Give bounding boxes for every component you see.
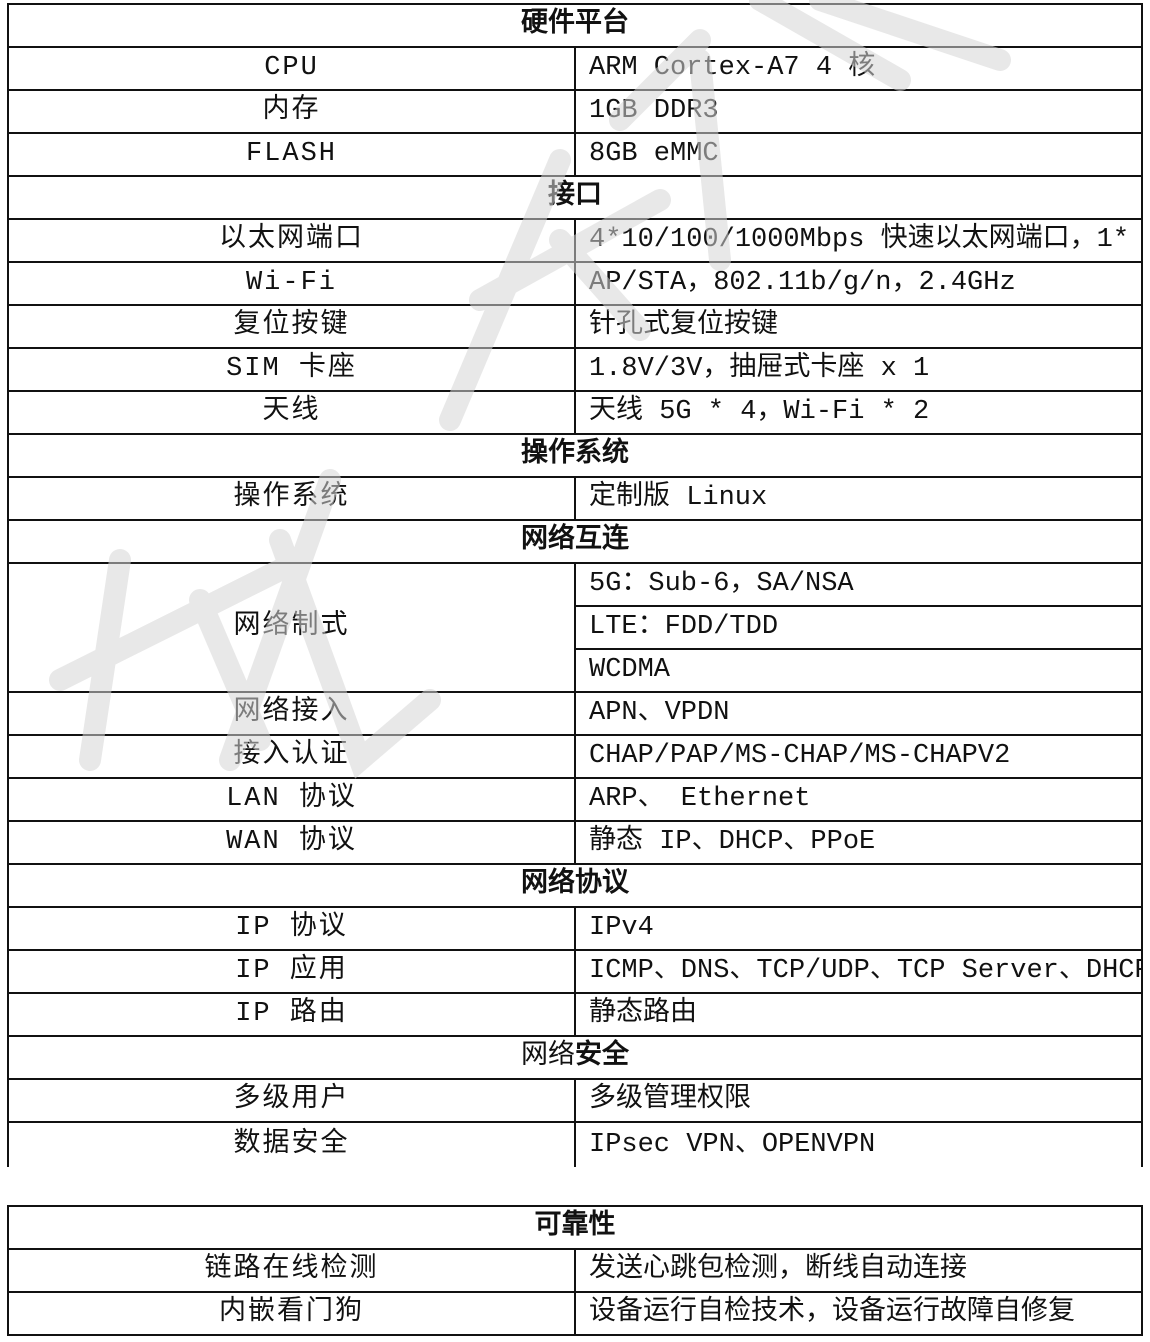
spec-value: 5G：Sub-6，SA/NSA: [574, 562, 1143, 607]
section-header-row: 可靠性: [7, 1205, 1143, 1250]
section-header-row: 网络安全: [7, 1035, 1143, 1080]
table-row: IP 路由 静态路由: [7, 992, 1143, 1037]
spec-value: APN、VPDN: [574, 691, 1143, 736]
spec-value: 8GB eMMC: [574, 132, 1143, 177]
spec-key: 内嵌看门狗: [7, 1291, 576, 1336]
section-title: 网络互连: [7, 519, 1143, 564]
spec-key: 以太网端口: [7, 218, 576, 263]
section-title-bold: 安全: [575, 1042, 629, 1072]
spec-value: 1GB DDR3: [574, 89, 1143, 134]
section-header-row: 硬件平台: [7, 3, 1143, 48]
spec-value: IPsec VPN、OPENVPN: [574, 1121, 1143, 1167]
spec-value: ARM Cortex-A7 4 核: [574, 46, 1143, 91]
table-row: 内存 1GB DDR3: [7, 89, 1143, 134]
spec-value: ARP、 Ethernet: [574, 777, 1143, 822]
spec-key: CPU: [7, 46, 576, 91]
table-row: 网络制式 5G：Sub-6，SA/NSA: [7, 562, 1143, 693]
spec-key: 数据安全: [7, 1121, 576, 1167]
table-row: FLASH 8GB eMMC: [7, 132, 1143, 177]
spec-key: 复位按键: [7, 304, 576, 349]
table-row: SIM 卡座 1.8V/3V，抽屉式卡座 x 1: [7, 347, 1143, 392]
table-row: Wi-Fi AP/STA，802.11b/g/n，2.4GHz: [7, 261, 1143, 306]
spec-key: WAN 协议: [7, 820, 576, 865]
section-title-plain: 网络: [521, 1042, 575, 1072]
spec-key: Wi-Fi: [7, 261, 576, 306]
section-header-row: 网络协议: [7, 863, 1143, 908]
section-title: 可靠性: [7, 1205, 1143, 1250]
section-header-row: 操作系统: [7, 433, 1143, 478]
table-row: 内嵌看门狗 设备运行自检技术，设备运行故障自修复: [7, 1291, 1143, 1336]
spec-key: 接入认证: [7, 734, 576, 779]
spec-value: CHAP/PAP/MS-CHAP/MS-CHAPV2: [574, 734, 1143, 779]
table-row: 天线 天线 5G * 4，Wi-Fi * 2: [7, 390, 1143, 435]
table-row: 操作系统 定制版 Linux: [7, 476, 1143, 521]
spec-value: ICMP、DNS、TCP/UDP、TCP Server、DHCP: [574, 949, 1143, 994]
spec-key: 网络接入: [7, 691, 576, 736]
table-row: WAN 协议 静态 IP、DHCP、PPoE: [7, 820, 1143, 865]
spec-value: 天线 5G * 4，Wi-Fi * 2: [574, 390, 1143, 435]
table-row: IP 协议 IPv4: [7, 906, 1143, 951]
section-title: 网络安全: [7, 1035, 1143, 1080]
spec-value: 1.8V/3V，抽屉式卡座 x 1: [574, 347, 1143, 392]
spec-key: IP 路由: [7, 992, 576, 1037]
spec-value: WCDMA: [574, 648, 1143, 693]
spec-value: 发送心跳包检测，断线自动连接: [574, 1248, 1143, 1293]
spec-key: IP 协议: [7, 906, 576, 951]
spec-key: LAN 协议: [7, 777, 576, 822]
spec-key: FLASH: [7, 132, 576, 177]
spec-key: 天线: [7, 390, 576, 435]
section-title: 接口: [7, 175, 1143, 220]
table-row: 数据安全 IPsec VPN、OPENVPN: [7, 1121, 1143, 1167]
spec-key: 操作系统: [7, 476, 576, 521]
table-row: 复位按键 针孔式复位按键: [7, 304, 1143, 349]
spec-table: 硬件平台 CPU ARM Cortex-A7 4 核内存 1GB DDR3 FLASH 8…: [7, 3, 1143, 1167]
spec-key: SIM 卡座: [7, 347, 576, 392]
section-title: 操作系统: [7, 433, 1143, 478]
spec-key: 网络制式: [7, 562, 576, 693]
spec-value: IPv4: [574, 906, 1143, 951]
section-title: 网络协议: [7, 863, 1143, 908]
table-row: 接入认证 CHAP/PAP/MS-CHAP/MS-CHAPV2: [7, 734, 1143, 779]
spec-value: LTE：FDD/TDD: [574, 605, 1143, 650]
spec-value: AP/STA，802.11b/g/n，2.4GHz: [574, 261, 1143, 306]
table-row: CPU ARM Cortex-A7 4 核: [7, 46, 1143, 91]
spec-value: 静态 IP、DHCP、PPoE: [574, 820, 1143, 865]
table-row: 网络接入 APN、VPDN: [7, 691, 1143, 736]
section-header-row: 网络互连: [7, 519, 1143, 564]
table-row: 多级用户 多级管理权限: [7, 1078, 1143, 1123]
spec-value: 静态路由: [574, 992, 1143, 1037]
table-row: LAN 协议 ARP、 Ethernet: [7, 777, 1143, 822]
spec-table-continued: 可靠性 链路在线检测 发送心跳包检测，断线自动连接 内嵌看门狗 设备运行自检技术，设备运…: [7, 1205, 1143, 1336]
table-row: WCDMA: [8, 648, 1143, 693]
table-row: IP 应用 ICMP、DNS、TCP/UDP、TCP Server、DHCP: [7, 949, 1143, 994]
spec-key: IP 应用: [7, 949, 576, 994]
spec-key: 链路在线检测: [7, 1248, 576, 1293]
section-title: 硬件平台: [7, 3, 1143, 48]
spec-value: 定制版 Linux: [574, 476, 1143, 521]
spec-key: 多级用户: [7, 1078, 576, 1123]
table-row: LTE：FDD/TDD: [8, 605, 1143, 650]
table-row: 链路在线检测 发送心跳包检测，断线自动连接: [7, 1248, 1143, 1293]
spec-value: 多级管理权限: [574, 1078, 1143, 1123]
spec-value: 设备运行自检技术，设备运行故障自修复: [574, 1291, 1143, 1336]
spec-key: 内存: [7, 89, 576, 134]
spec-value: 4*10/100/1000Mbps 快速以太网端口，1* WAN +3*LAN: [574, 218, 1143, 263]
section-header-row: 接口: [7, 175, 1143, 220]
spec-value: 针孔式复位按键: [574, 304, 1143, 349]
